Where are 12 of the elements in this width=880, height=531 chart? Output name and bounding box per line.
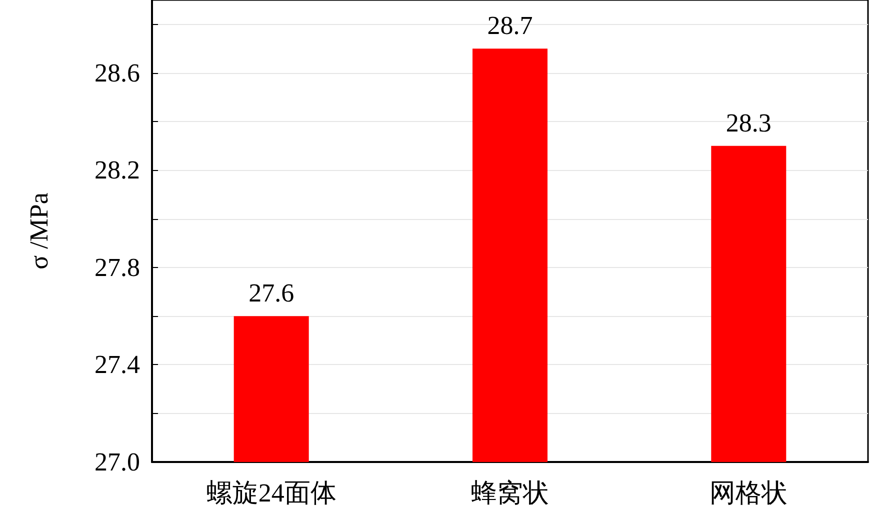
y-tick-label: 27.4 xyxy=(94,350,140,380)
data-label: 28.3 xyxy=(726,108,772,138)
y-tick-label: 28.2 xyxy=(94,156,140,185)
y-tick-label: 27.0 xyxy=(94,448,140,476)
x-tick-label: 网格状 xyxy=(710,478,788,508)
y-axis-title: σ /MPa xyxy=(24,192,54,270)
x-tick-label: 螺旋24面体 xyxy=(206,478,336,508)
y-tick-label: 28.6 xyxy=(94,58,140,88)
data-label: 27.6 xyxy=(248,278,294,308)
data-label: 28.7 xyxy=(487,11,533,40)
x-tick-label: 蜂窝状 xyxy=(471,478,549,508)
y-tick-label: 27.8 xyxy=(94,252,140,282)
